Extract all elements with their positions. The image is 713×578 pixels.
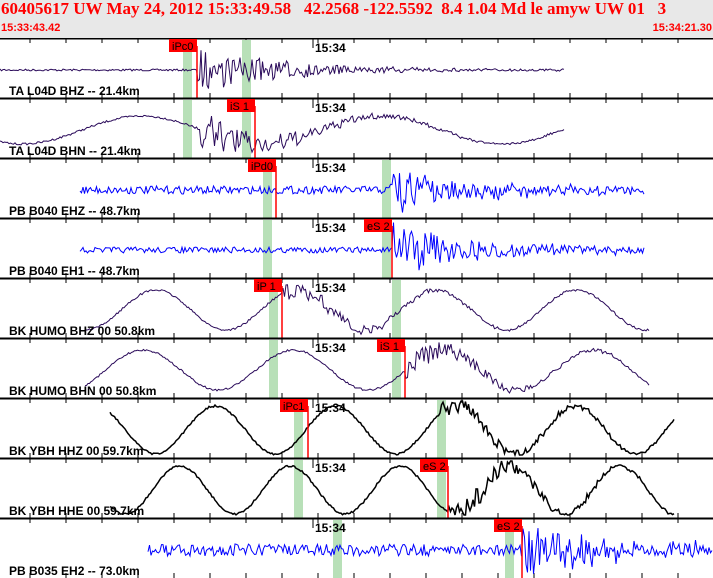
waveform-trace [147,528,713,574]
channel-panel[interactable]: 15:34 eS 2 PB B040 EH1 -- 48.7km [0,217,713,278]
pick-flag[interactable] [494,519,522,532]
pick-label: iPc1 [283,401,304,413]
channel-label: BK HUMO BHZ 00 50.8km [9,324,155,338]
pick-flag[interactable] [254,279,282,292]
channel-panel[interactable]: 15:34 iS 1 TA L04D BHN -- 21.4km [0,97,713,158]
pick-window [437,400,446,458]
pick-window [183,40,192,98]
pick-label: iS 1 [230,101,249,113]
pick-flag[interactable] [169,39,197,52]
end-time: 15:34:21.30 [652,22,712,34]
pick-label: iS 1 [380,341,399,353]
pick-flag[interactable] [248,159,276,172]
pick-window [263,160,272,218]
pick-window [294,460,303,518]
pick-flag[interactable] [377,339,405,352]
channel-panel[interactable]: 15:34 iPc0 TA L04D BHZ -- 21.4km [0,38,713,98]
pick-window [392,280,401,338]
pick-label: eS 2 [497,521,520,533]
minute-label: 15:34 [315,41,346,55]
pick-label: eS 2 [367,221,390,233]
minute-label: 15:34 [315,521,346,535]
waveform-trace [84,342,650,394]
pick-window [242,100,251,158]
channel-label: TA L04D BHN -- 21.4km [9,144,141,158]
pick-window [437,460,446,518]
pick-window [333,520,342,578]
channel-panel[interactable]: 15:34 eS 2 BK YBH HHE 00 59.7km [0,457,713,518]
channel-label: PB B040 EH1 -- 48.7km [9,264,140,278]
channel-label: TA L04D BHZ -- 21.4km [9,84,140,98]
minute-label: 15:34 [315,221,346,235]
channel-label: BK YBH HHZ 00 59.7km [9,444,144,458]
waveform-trace [0,112,565,154]
minute-label: 15:34 [315,341,346,355]
pick-window [263,220,272,278]
pick-window [505,520,514,578]
pick-window [382,160,391,218]
waveform-trace [109,400,675,458]
channel-label: PB B035 EH2 -- 73.0km [9,564,140,578]
pick-label: iPc0 [172,41,193,53]
seismogram-panels[interactable]: 15:34 iPc0 TA L04D BHZ -- 21.4km 15:34 iS 1 T… [0,38,713,578]
pick-window [269,340,278,398]
minute-label: 15:34 [315,281,346,295]
channel-panel[interactable]: 15:34 eS 2 PB B035 EH2 -- 73.0km [0,517,713,578]
minute-label: 15:34 [315,461,346,475]
minute-label: 15:34 [315,161,346,175]
channel-panel[interactable]: 15:34 iS 1 BK HUMO BHN 00 50.8km [0,337,713,398]
pick-window [269,280,278,338]
event-header: 60405617 UW May 24, 2012 15:33:49.58 42.… [0,0,713,38]
event-title: 60405617 UW May 24, 2012 15:33:49.58 42.… [1,0,667,18]
pick-label: iPd0 [251,161,273,173]
pick-flag[interactable] [364,219,392,232]
channel-panel[interactable]: 15:34 iP 1 BK HUMO BHZ 00 50.8km [0,277,713,338]
pick-flag[interactable] [280,399,308,412]
minute-label: 15:34 [315,101,346,115]
pick-window [294,400,303,458]
channel-panel[interactable]: 15:34 iPd0 PB B040 EHZ -- 48.7km [0,157,713,218]
pick-window [392,340,401,398]
pick-flag[interactable] [227,99,255,112]
pick-label: iP 1 [257,281,276,293]
waveform-trace [0,50,565,89]
pick-flag[interactable] [420,459,448,472]
channel-label: PB B040 EHZ -- 48.7km [9,204,140,218]
waveform-trace [79,172,645,213]
channel-label: BK YBH HHE 00 59.7km [9,504,144,518]
pick-label: eS 2 [423,461,446,473]
waveform-trace [79,222,645,271]
waveform-trace [84,284,650,336]
start-time: 15:33:43.42 [1,22,61,34]
pick-window [183,100,192,158]
channel-label: BK HUMO BHN 00 50.8km [9,384,156,398]
waveform-trace [109,460,675,516]
